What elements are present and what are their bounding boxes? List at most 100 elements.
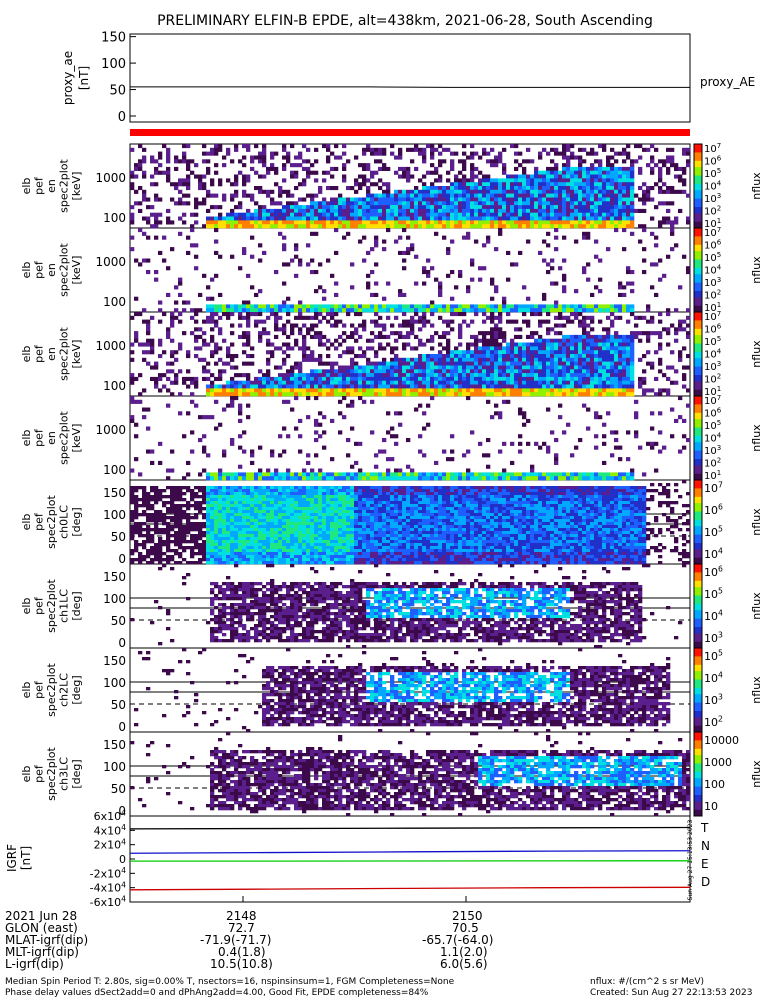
- spec-cell: [534, 174, 539, 179]
- spec-cell: [302, 182, 307, 187]
- spec-cell: [282, 376, 287, 381]
- spec-cell: [542, 182, 547, 187]
- spec-cell: [546, 338, 551, 343]
- spec-cell: [422, 354, 427, 359]
- spec-cell: [630, 189, 635, 194]
- spec-cell: [554, 212, 559, 217]
- spec-cell: [158, 155, 163, 160]
- spec-cell: [134, 166, 139, 171]
- spec-cell: [654, 292, 659, 297]
- spec-cell: [166, 220, 171, 225]
- spec-cell: [450, 357, 455, 362]
- spec-cell: [594, 369, 599, 374]
- pa-ylabel-part: pef: [33, 596, 46, 615]
- colorbar-cell: [694, 162, 702, 166]
- spec-cell: [610, 170, 615, 175]
- spec-cell: [318, 354, 323, 359]
- spec-cell: [570, 369, 575, 374]
- spec-cell: [378, 308, 383, 313]
- spec-cell: [606, 220, 611, 225]
- spec-cell: [650, 361, 655, 366]
- spec-cell: [574, 361, 579, 366]
- spec-cell: [330, 361, 335, 366]
- spec-cell: [250, 361, 255, 366]
- spec-cell: [438, 380, 443, 385]
- spec-cell: [534, 304, 539, 309]
- spec-cell: [570, 376, 575, 381]
- spec-cell: [494, 342, 499, 347]
- spec-cell: [454, 193, 459, 198]
- spec-cell: [622, 380, 627, 385]
- spec-cell: [426, 308, 431, 313]
- spec-cell: [402, 346, 407, 351]
- spec-cell: [390, 346, 395, 351]
- spec-cell: [266, 350, 271, 355]
- spec-cell: [510, 369, 515, 374]
- spec-cell: [622, 346, 627, 351]
- spec-cell: [198, 182, 203, 187]
- spec-cell: [558, 384, 563, 389]
- spec-cell: [378, 342, 383, 347]
- spec-cell: [450, 361, 455, 366]
- spec-cell: [506, 388, 511, 393]
- spec-cell: [274, 151, 279, 156]
- spec-cell: [458, 369, 463, 374]
- spec-cell: [606, 174, 611, 179]
- spec-cell: [526, 346, 531, 351]
- spec-cell: [610, 376, 615, 381]
- spec-cell: [582, 338, 587, 343]
- spec-cell: [526, 357, 531, 362]
- spec-cell: [586, 308, 591, 313]
- spec-cell: [374, 361, 379, 366]
- spec-cell: [470, 201, 475, 206]
- spec-cell: [398, 357, 403, 362]
- spec-cell: [426, 224, 431, 229]
- spec-cell: [398, 384, 403, 389]
- spec-cell: [134, 312, 139, 317]
- spec-cell: [474, 369, 479, 374]
- spec-cell: [394, 212, 399, 217]
- spec-cell: [234, 174, 239, 179]
- spec-cell: [174, 166, 179, 171]
- spec-cell: [230, 312, 235, 317]
- spec-cell: [666, 208, 671, 213]
- colorbar-cell: [694, 782, 702, 785]
- spec-cell: [386, 361, 391, 366]
- spec-cell: [602, 186, 607, 191]
- spec-cell: [530, 174, 535, 179]
- spec-cell: [406, 304, 411, 309]
- spec-cell: [178, 197, 183, 202]
- colorbar-cell: [694, 593, 702, 596]
- spec-cell: [554, 247, 559, 252]
- spec-cell: [522, 159, 527, 164]
- spec-cell: [146, 319, 151, 324]
- spec-cell: [314, 212, 319, 217]
- spec-cell: [242, 155, 247, 160]
- spec-cell: [454, 205, 459, 210]
- spec-cell: [654, 205, 659, 210]
- spec-cell: [558, 361, 563, 366]
- spec-cell: [522, 376, 527, 381]
- spec-cell: [302, 323, 307, 328]
- spec-cell: [478, 186, 483, 191]
- spec-cell: [438, 174, 443, 179]
- spec-cell: [554, 460, 559, 465]
- spec-cell: [462, 354, 467, 359]
- spec-cell: [198, 357, 203, 362]
- spec-cell: [422, 186, 427, 191]
- spec-cell: [394, 315, 399, 320]
- colorbar-cell: [694, 589, 702, 592]
- spec-cell: [398, 216, 403, 221]
- spec-cell: [562, 273, 567, 278]
- spec-cell: [362, 350, 367, 355]
- spec-cell: [646, 334, 651, 339]
- spec-cell: [570, 388, 575, 393]
- spec-cell: [334, 216, 339, 221]
- spec-cell: [374, 334, 379, 339]
- spec-cell: [266, 472, 271, 477]
- spec-cell: [214, 163, 219, 168]
- spec-cell: [530, 331, 535, 336]
- spec-cell: [374, 472, 379, 477]
- spec-cell: [598, 380, 603, 385]
- spec-cell: [590, 384, 595, 389]
